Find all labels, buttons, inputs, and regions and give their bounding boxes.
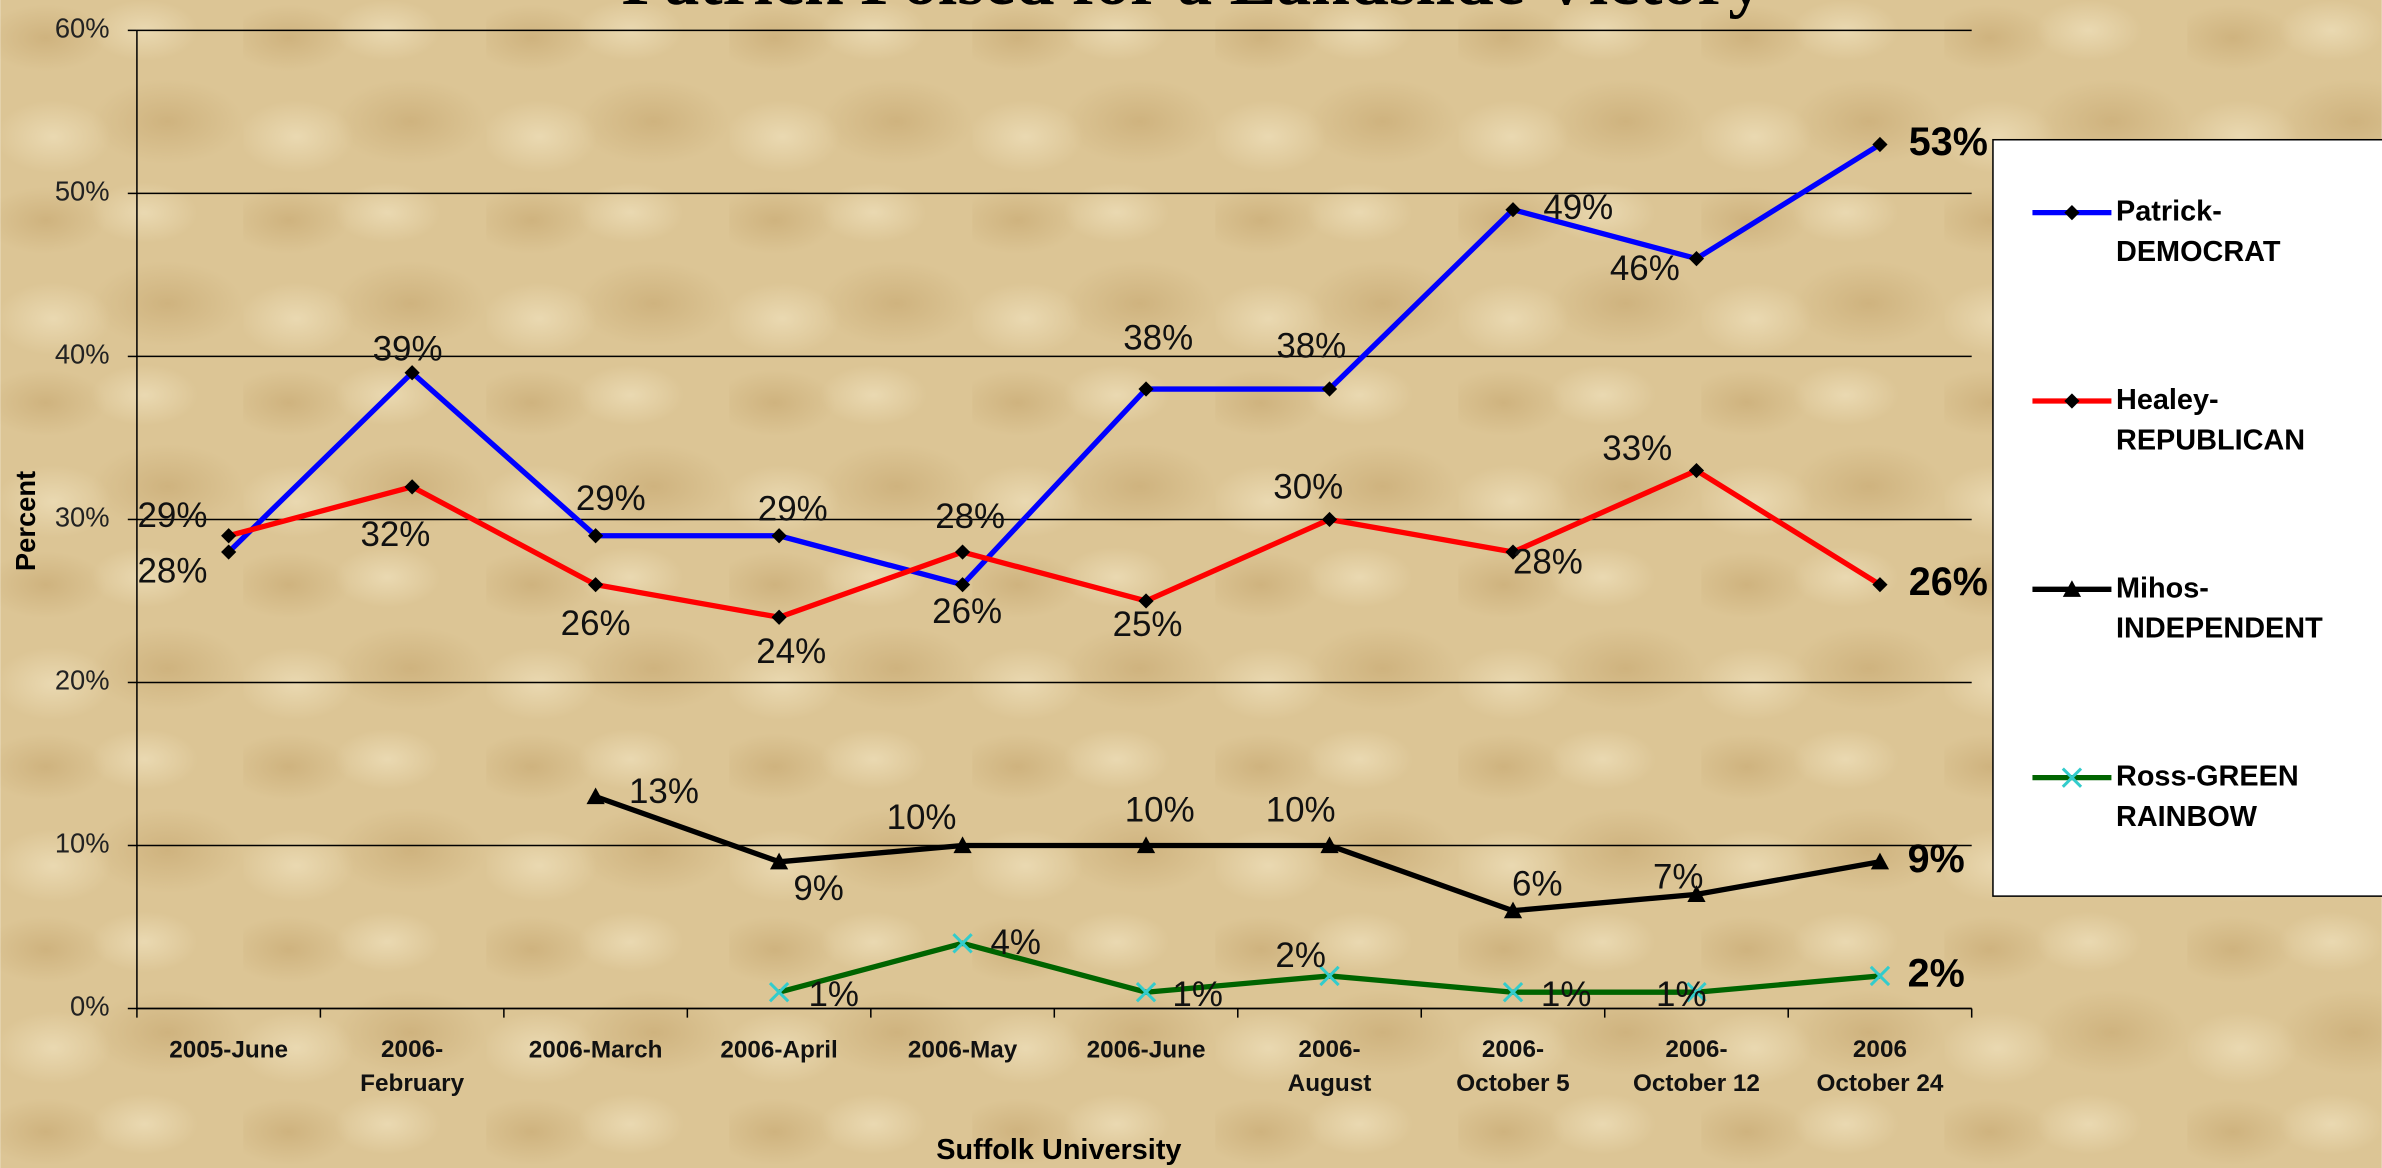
data-point [1320, 836, 1339, 854]
data-point [953, 836, 972, 854]
chart-title: Patrick Poised for a Landslide Victory [622, 0, 1764, 20]
data-point [769, 852, 789, 870]
legend-label: Ross-GREEN RAINBOW [2116, 760, 2299, 832]
legend-marker [2061, 767, 2083, 788]
y-tick-label: 20% [55, 665, 110, 696]
x-tick-label: 2006-February [360, 1036, 464, 1097]
x-tick-label: 2006-March [529, 1036, 663, 1063]
data-point [1319, 965, 1340, 987]
data-point [1869, 965, 1891, 987]
data-label: 24% [756, 632, 826, 671]
data-point [1687, 885, 1706, 902]
legend-label: Patrick-DEMOCRAT [2116, 195, 2281, 267]
legend-marker [2064, 393, 2080, 409]
data-label: 7% [1653, 857, 1703, 896]
data-label: 1% [1541, 975, 1591, 1014]
data-point [768, 982, 790, 1003]
data-label: 25% [1113, 605, 1183, 644]
data-label: 1% [809, 975, 859, 1014]
x-tick-label: 2006-August [1288, 1036, 1372, 1097]
series-line [594, 794, 1881, 914]
data-point [404, 365, 420, 381]
data-point [1686, 982, 1707, 1003]
data-point [1688, 462, 1705, 479]
y-tick-label: 0% [70, 991, 110, 1022]
data-point [1321, 511, 1338, 528]
data-label: 26% [561, 604, 631, 643]
data-label: 29% [758, 490, 828, 529]
data-label: 32% [360, 515, 430, 554]
legend-marker [2064, 205, 2080, 221]
data-point [1502, 982, 1524, 1003]
x-tick-label: 2006-June [1087, 1036, 1206, 1063]
series-line [227, 467, 1882, 620]
x-tick-label: 2006-May [908, 1036, 1018, 1063]
data-label: 10% [1266, 790, 1336, 829]
data-point [404, 479, 420, 495]
data-label: 28% [1513, 542, 1583, 581]
data-point [1136, 836, 1156, 854]
data-label: 1% [1656, 975, 1706, 1014]
data-label: 10% [1125, 790, 1195, 829]
x-tick-label: 2005-June [169, 1036, 288, 1063]
y-tick-label: 60% [55, 13, 110, 44]
y-tick-label: 30% [55, 502, 110, 533]
data-point [586, 787, 605, 805]
data-point [1321, 381, 1338, 397]
data-label: 2% [1275, 936, 1325, 975]
data-label: 53% [1909, 120, 1988, 164]
data-label: 46% [1610, 249, 1680, 288]
y-tick-label: 50% [55, 176, 110, 207]
data-label: 2% [1908, 951, 1965, 995]
data-label: 9% [793, 869, 843, 908]
legend-box [1992, 138, 2382, 897]
data-point [1688, 251, 1705, 267]
y-axis-label: Percent [10, 471, 41, 571]
data-point [1870, 852, 1890, 870]
series-line [226, 142, 1882, 588]
data-label: 6% [1512, 865, 1562, 904]
data-label: 29% [576, 479, 646, 518]
y-tick-label: 40% [55, 339, 110, 370]
data-point [1872, 136, 1888, 153]
data-label: 39% [373, 330, 443, 369]
data-label: 28% [935, 497, 1005, 536]
data-label: 29% [138, 496, 208, 535]
x-axis-label: Suffolk University [936, 1134, 1181, 1166]
data-label: 49% [1543, 188, 1613, 227]
legend-label: Mihos-INDEPENDENT [2116, 572, 2323, 644]
y-tick-label: 10% [55, 828, 110, 859]
data-label: 9% [1908, 837, 1965, 881]
x-tick-label: 2006 October 24 [1816, 1036, 1943, 1097]
data-label: 33% [1602, 429, 1672, 468]
data-label: 13% [629, 772, 699, 811]
legend-marker [2062, 580, 2082, 597]
x-tick-label: 2006-October 12 [1633, 1036, 1760, 1097]
data-label: 26% [932, 592, 1002, 631]
x-tick-label: 2006-April [720, 1036, 838, 1063]
data-label: 4% [990, 923, 1040, 962]
data-label: 26% [1909, 560, 1988, 604]
x-tick-label: 2006-October 5 [1456, 1036, 1569, 1097]
data-label: 38% [1123, 319, 1193, 358]
data-label: 1% [1172, 975, 1222, 1014]
data-point [952, 933, 973, 954]
data-point [1135, 982, 1157, 1003]
data-label: 30% [1273, 467, 1343, 506]
legend-label: Healey-REPUBLICAN [2116, 384, 2305, 456]
data-point [1503, 901, 1523, 919]
data-label: 28% [138, 552, 208, 591]
data-label: 10% [887, 798, 957, 837]
data-label: 38% [1276, 326, 1346, 365]
